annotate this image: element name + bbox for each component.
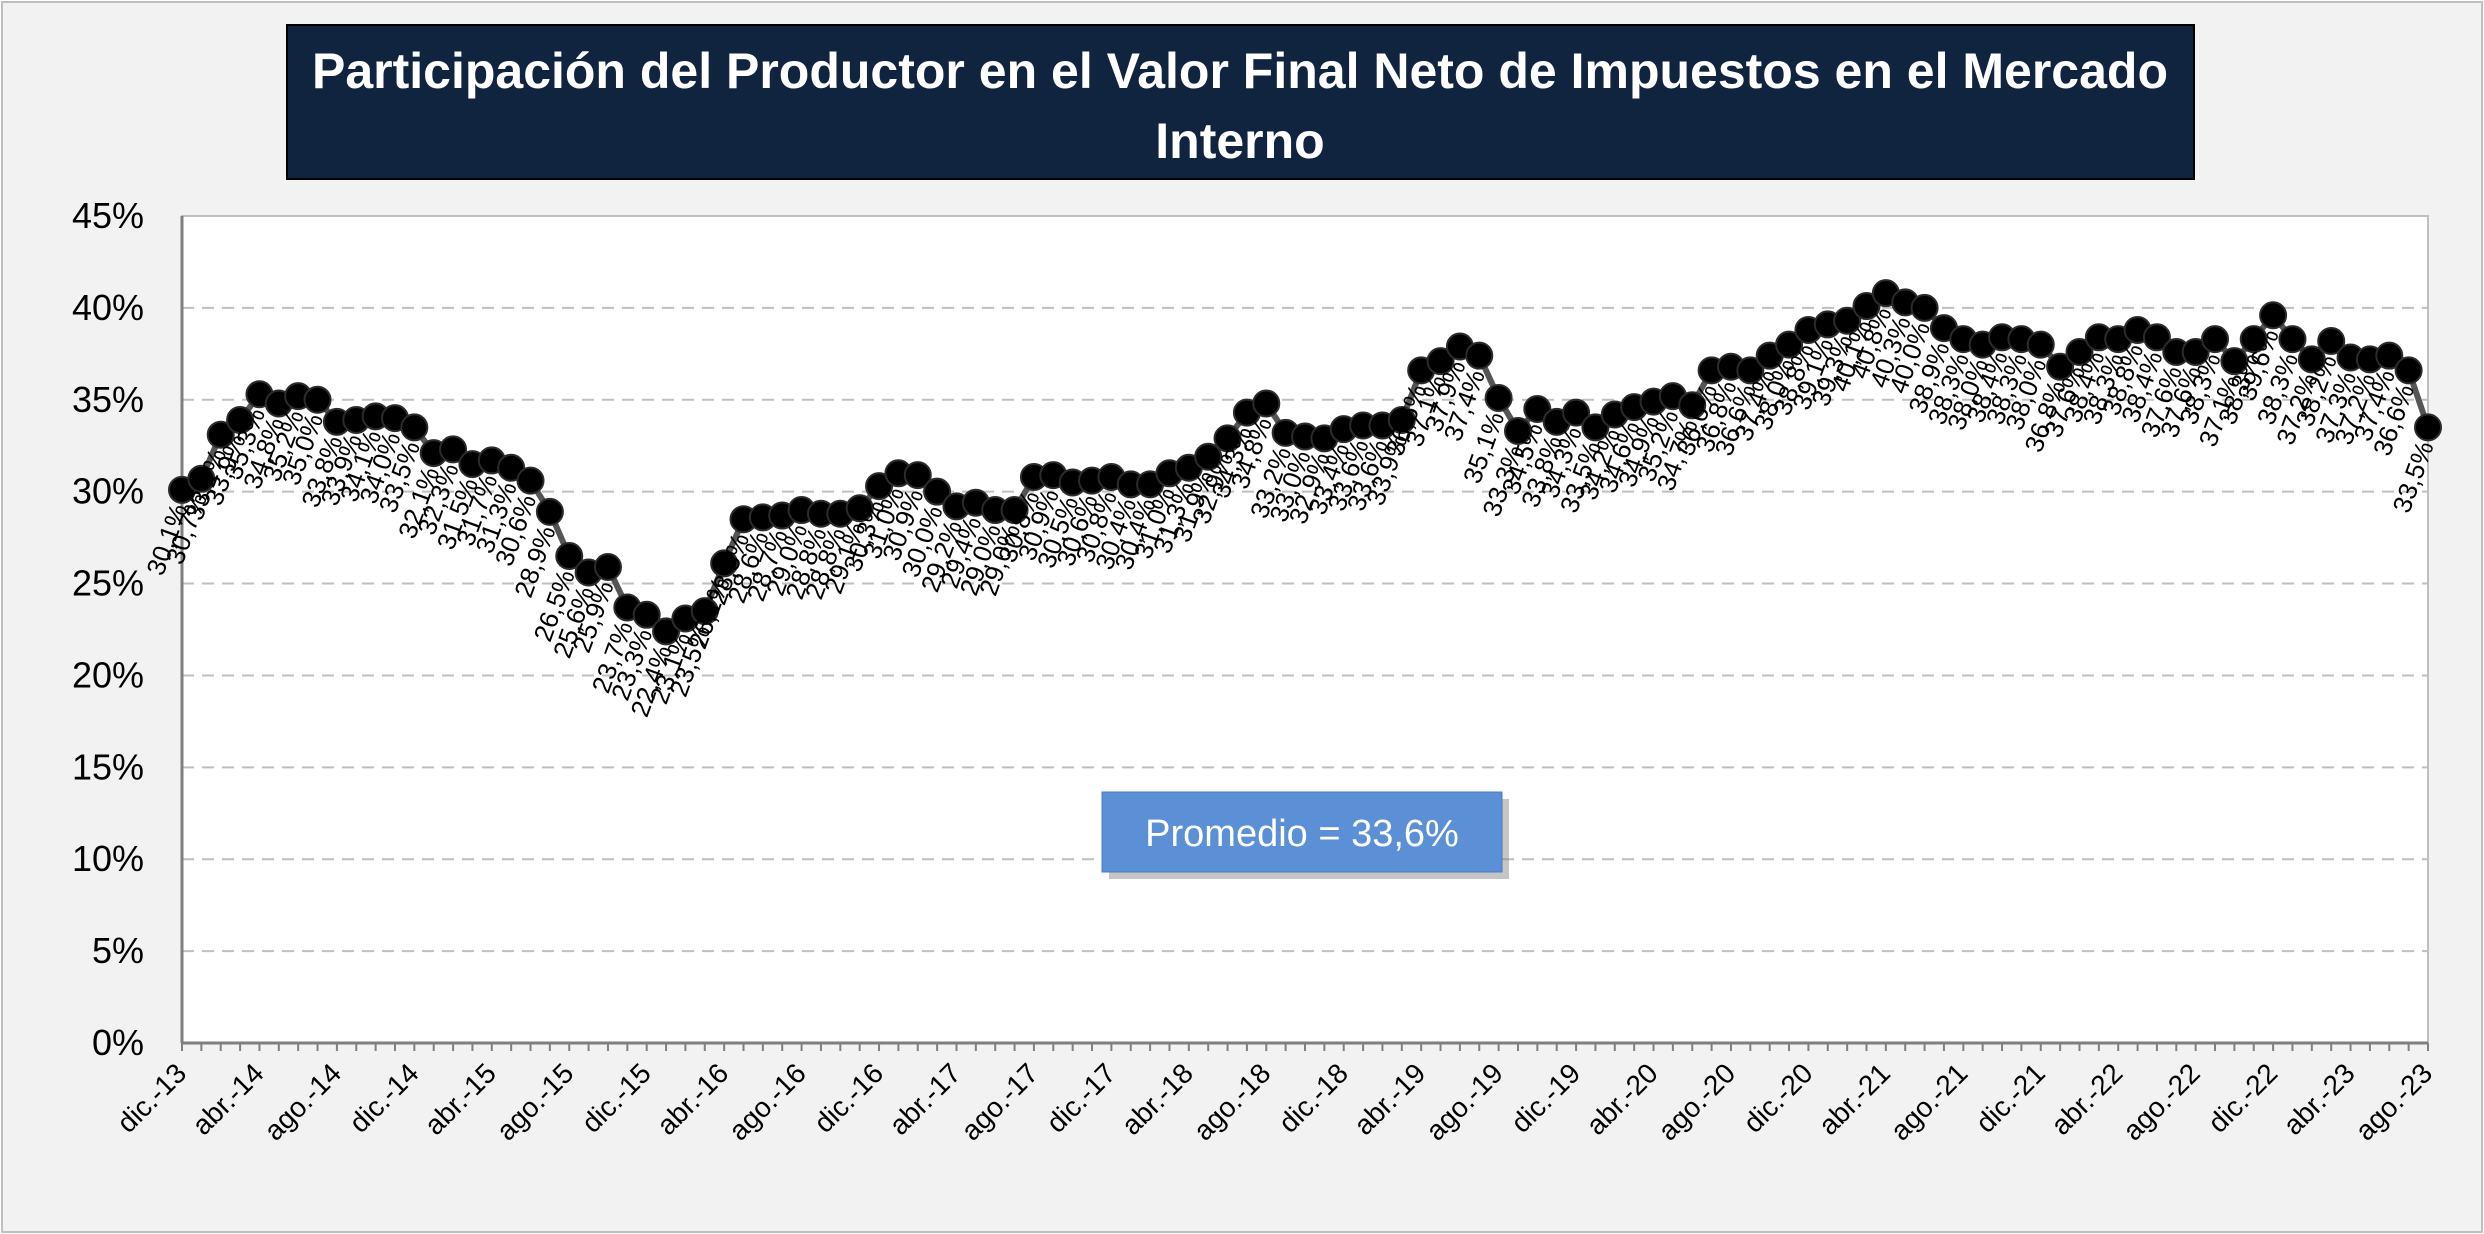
data-point (1426, 347, 1455, 376)
y-tick-label: 20% (72, 654, 144, 695)
data-point (2142, 323, 2171, 352)
data-point (516, 466, 545, 495)
data-point (1503, 417, 1532, 446)
y-tick-label: 15% (72, 746, 144, 787)
data-point (2201, 325, 2230, 354)
data-point (1484, 383, 1513, 412)
data-point (2297, 345, 2326, 374)
data-point (903, 461, 932, 490)
y-tick-label: 25% (72, 563, 144, 604)
data-point (439, 435, 468, 464)
data-point (652, 617, 681, 646)
data-point (1523, 394, 1552, 423)
chart-title-box (286, 24, 2195, 180)
data-point (1213, 424, 1242, 453)
average-annotation-text: Promedio = 33,6% (1145, 813, 1459, 855)
average-annotation: Promedio = 33,6% (1101, 791, 1509, 879)
y-tick-label: 30% (72, 471, 144, 512)
data-point (1465, 341, 1494, 370)
y-tick-label: 5% (92, 930, 144, 971)
data-point (226, 405, 255, 434)
data-point (497, 453, 526, 482)
data-point (2414, 413, 2442, 442)
data-point (303, 385, 332, 414)
gridlines (182, 306, 2428, 953)
data-point (2278, 325, 2307, 354)
data-point (1678, 391, 1707, 420)
data-point (2375, 341, 2404, 370)
y-tick-label: 45% (72, 195, 144, 236)
data-point (2259, 301, 2288, 330)
y-tick-label: 35% (72, 379, 144, 420)
data-point (187, 464, 216, 493)
data-point (2046, 352, 2075, 381)
data-point (1000, 496, 1029, 525)
data-labels: 30,1%30,7%33,1%33,9%35,3%34,8%35,2%35,0%… (140, 303, 2439, 721)
data-point (206, 420, 235, 449)
data-point (593, 553, 622, 582)
chart-title-line-1: Participación del Productor en el Valor … (312, 43, 2168, 99)
data-point (2317, 326, 2346, 355)
data-point (1775, 330, 1804, 359)
data-point (710, 549, 739, 578)
y-tick-label: 40% (72, 287, 144, 328)
chart-title-line-2: Interno (1155, 113, 1324, 169)
data-point (1833, 306, 1862, 335)
data-point (535, 497, 564, 526)
data-point (400, 413, 429, 442)
data-point (865, 472, 894, 501)
data-point (2181, 337, 2210, 366)
data-point (2065, 337, 2094, 366)
y-tick-label: 0% (92, 1022, 144, 1063)
data-point (1387, 405, 1416, 434)
data-point (845, 494, 874, 523)
data-point (632, 600, 661, 629)
data-point (2239, 325, 2268, 354)
data-point (1194, 442, 1223, 471)
series-production-share (168, 279, 2442, 646)
axes (180, 216, 2429, 1051)
y-tick-label: 10% (72, 838, 144, 879)
average-annotation-box (1101, 791, 1503, 873)
chart-title: Participación del Productor en el Valor … (286, 24, 2195, 180)
data-point (2026, 330, 2055, 359)
data-point (1581, 413, 1610, 442)
data-point (1252, 389, 1281, 418)
data-point (690, 597, 719, 626)
data-point (1562, 398, 1591, 427)
data-point (555, 541, 584, 570)
data-point (2220, 347, 2249, 376)
data-point (1852, 292, 1881, 321)
plot-area (181, 215, 2429, 1044)
data-point (1736, 356, 1765, 385)
data-point (923, 477, 952, 506)
data-point (1910, 293, 1939, 322)
y-axis-tick-labels: 0% 5% 10% 15% 20% 25% 30% 35% 40% 45% (72, 195, 144, 1063)
data-point (2394, 356, 2423, 385)
